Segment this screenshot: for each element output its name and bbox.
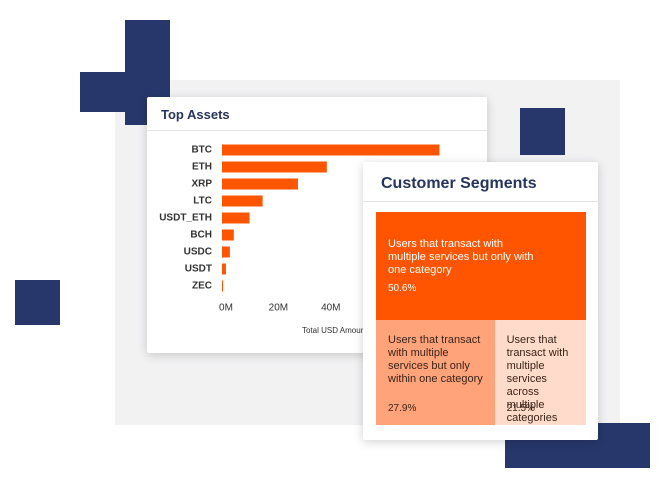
value-label: 21.5% xyxy=(506,402,535,414)
treemap-cell: Users that transact with multiple servic… xyxy=(376,212,586,320)
segment-label: Users that transact with multiple servic… xyxy=(388,333,483,385)
bar xyxy=(222,212,250,224)
bar xyxy=(222,144,440,156)
bar xyxy=(222,263,226,275)
bar xyxy=(222,229,234,241)
bar xyxy=(222,178,298,190)
x-tick-label: 20M xyxy=(269,303,288,314)
segment-label: Users that transact with multiple servic… xyxy=(388,238,534,276)
y-tick-label: BCH xyxy=(190,230,212,241)
card-title: Customer Segments xyxy=(381,175,537,192)
customer-segments-card: Customer Segments Users that transact wi… xyxy=(363,162,598,440)
bar xyxy=(222,195,263,207)
y-tick-label: USDT xyxy=(185,264,212,275)
bar xyxy=(222,246,230,258)
y-tick-label: ZEC xyxy=(192,281,212,292)
y-tick-label: USDT_ETH xyxy=(159,213,212,224)
y-tick-label: USDC xyxy=(184,247,212,258)
y-tick-label: BTC xyxy=(191,145,212,156)
decor-square xyxy=(15,280,60,325)
value-label: 27.9% xyxy=(388,402,417,414)
segment-label: Users that transact with multiple servic… xyxy=(506,333,569,424)
decor-square xyxy=(520,108,565,155)
y-tick-label: LTC xyxy=(193,196,212,207)
divider xyxy=(363,201,598,202)
x-axis-label: Total USD Amount xyxy=(302,326,368,335)
divider xyxy=(147,130,487,131)
card-title: Top Assets xyxy=(161,107,230,122)
y-tick-label: ETH xyxy=(192,162,212,173)
bar xyxy=(222,280,224,292)
treemap: Users that transact with multiple servic… xyxy=(376,212,586,425)
x-tick-label: 0M xyxy=(219,303,233,314)
y-tick-label: XRP xyxy=(191,179,212,190)
value-label: 50.6% xyxy=(388,283,417,294)
bar xyxy=(222,161,327,173)
x-tick-label: 40M xyxy=(321,303,340,314)
treemap-cell: Users that transact with multiple servic… xyxy=(494,319,586,425)
treemap-cell: Users that transact with multiple servic… xyxy=(376,319,495,425)
bar-chart: BTC ETH XRP LTC USDT_ETH BCH USDC USDT ZEC 0M 20M 4… xyxy=(159,144,440,335)
